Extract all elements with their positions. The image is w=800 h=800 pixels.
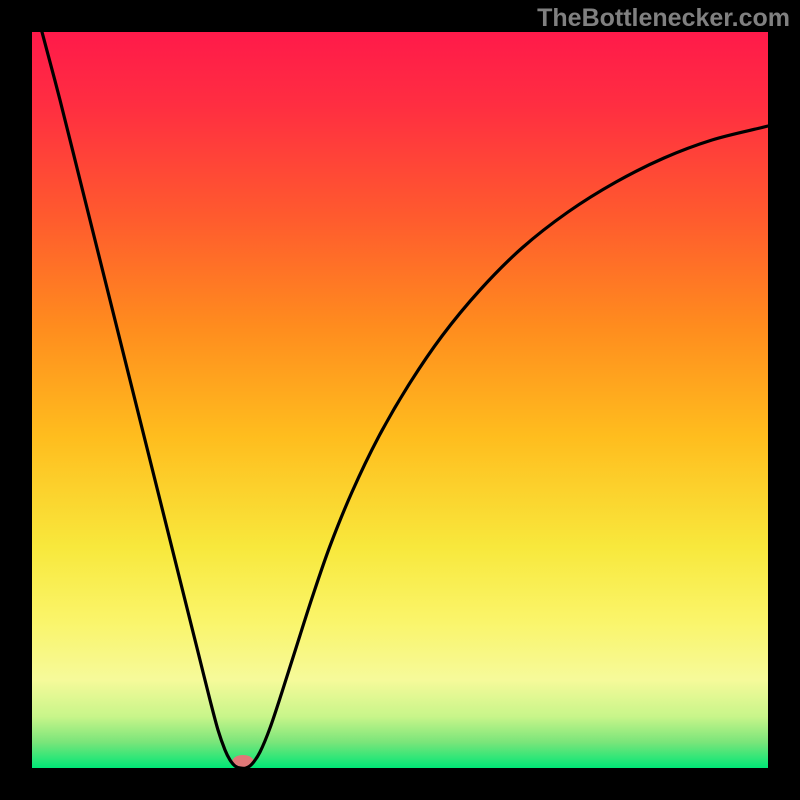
watermark-text: TheBottlenecker.com — [537, 4, 790, 33]
chart-container: TheBottlenecker.com — [0, 0, 800, 800]
bottleneck-chart — [0, 0, 800, 800]
